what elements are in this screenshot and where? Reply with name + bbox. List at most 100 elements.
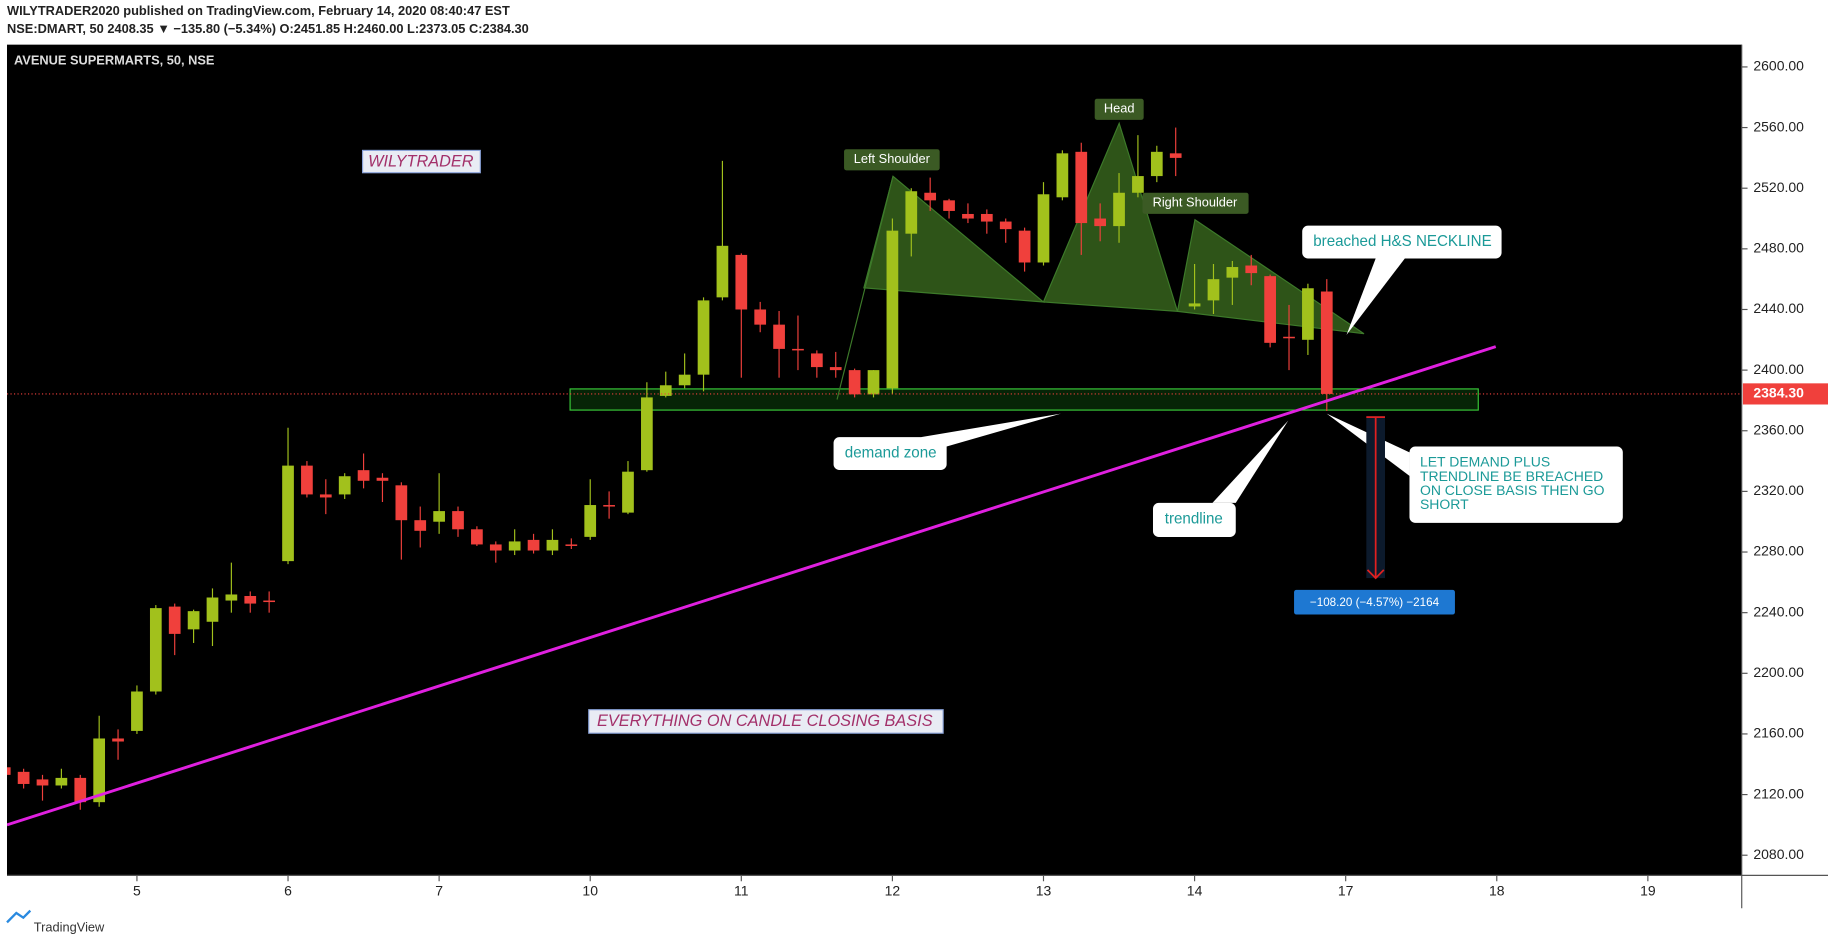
author-label: WILYTRADER (368, 152, 474, 170)
candle-body (1169, 153, 1182, 158)
trendline (6, 345, 1497, 827)
y-tick-label: 2480.00 (1753, 240, 1804, 256)
x-tick-label: 19 (1640, 882, 1656, 898)
candle-body (357, 470, 370, 481)
candle-body (659, 385, 672, 396)
candle-body (754, 309, 767, 325)
candle-body (943, 200, 955, 211)
callout-pointer (1346, 258, 1405, 335)
candle-body (74, 777, 87, 803)
y-tick-label: 2560.00 (1753, 118, 1804, 134)
x-tick-label: 18 (1489, 882, 1505, 898)
candle-body (1226, 267, 1239, 278)
brand-logo (6, 909, 32, 924)
candle-body (773, 324, 785, 349)
candle-body (131, 691, 143, 731)
label-box (1094, 98, 1144, 120)
candle-body (867, 370, 880, 395)
y-tick-label: 2160.00 (1753, 725, 1804, 741)
candle-body (792, 348, 804, 351)
candle-body (112, 738, 124, 742)
candle-body (1320, 291, 1333, 394)
label-box (588, 709, 944, 734)
candle-body (376, 477, 389, 481)
candle-body (527, 539, 540, 551)
candle-body (641, 397, 653, 471)
plan-line: ON CLOSE BASIS THEN GO (1420, 482, 1605, 498)
label-box (844, 149, 940, 171)
candle-body (546, 539, 559, 551)
candle-body (471, 529, 483, 545)
candle-body (6, 767, 11, 775)
candle-body (716, 245, 729, 298)
y-tick-label: 2400.00 (1753, 361, 1804, 377)
measure-box (1294, 589, 1455, 615)
callout (1409, 446, 1623, 523)
candle-body (149, 608, 162, 692)
candle-body (338, 476, 351, 495)
callout (1302, 225, 1502, 259)
y-tick-label: 2280.00 (1753, 543, 1804, 559)
annotations: AVENUE SUPERMARTS, 50, NSE WILYTRADER Le… (14, 52, 1623, 734)
callout (1152, 502, 1236, 537)
callout-pointer (920, 413, 1061, 447)
candle-body (301, 465, 313, 495)
candle-body (414, 520, 427, 531)
candle-body (395, 485, 408, 521)
candle-body (603, 505, 615, 507)
candle-body (263, 600, 275, 603)
candle-body (225, 594, 238, 601)
candle-body (55, 777, 68, 786)
candle-body (829, 367, 842, 371)
measure-arrow (1366, 569, 1385, 580)
candle-body (962, 213, 974, 219)
candle-body (433, 511, 445, 522)
x-tick-label: 13 (1036, 882, 1052, 898)
candle-body (244, 595, 257, 604)
candle-body (1056, 153, 1069, 198)
candle-body (319, 494, 332, 498)
candle-body (810, 353, 823, 368)
x-tick-label: 14 (1187, 882, 1203, 898)
candle-body (452, 511, 464, 530)
quote: NSE:DMART, 50 2408.35 ▼ −135.80 (−5.34%)… (7, 21, 529, 36)
y-tick-label: 2240.00 (1753, 603, 1804, 619)
trendline-label: trendline (1165, 510, 1223, 527)
candle-body (980, 213, 993, 222)
measure-label: −108.20 (−4.57%) −2164 (1310, 596, 1440, 609)
y-tick-label: 2600.00 (1753, 58, 1804, 74)
demand-label: demand zone (845, 445, 937, 462)
label-box (361, 149, 481, 174)
candle-body (489, 544, 502, 551)
y-tick-label: 2080.00 (1753, 846, 1804, 862)
candle-body (1264, 276, 1276, 343)
y-tick-label: 2520.00 (1753, 179, 1804, 195)
neckline-label: breached H&S NECKLINE (1313, 233, 1491, 250)
candle-body (36, 779, 49, 786)
chart-title: AVENUE SUPERMARTS, 50, NSE (14, 52, 215, 67)
y-tick-label: 2360.00 (1753, 421, 1804, 437)
brand: TradingView (34, 920, 105, 935)
candle-body (1132, 176, 1144, 193)
candle-body (735, 254, 748, 310)
candle-body (282, 465, 294, 562)
y-tick-label: 2200.00 (1753, 664, 1804, 680)
demand-zone (569, 388, 1479, 411)
candle-body (1150, 151, 1163, 177)
x-tick-label: 6 (284, 882, 292, 898)
callout-pointer (1212, 420, 1289, 503)
candle-body (168, 606, 181, 634)
candle-body (1207, 279, 1220, 301)
candle-body (584, 505, 597, 537)
candle-body (848, 370, 861, 395)
candle-body (206, 597, 219, 622)
candle-body (1302, 288, 1314, 340)
plot (6, 121, 1742, 827)
left-shoulder-label: Left Shoulder (854, 151, 931, 166)
candle-body (1245, 265, 1258, 274)
publisher: WILYTRADER2020 published on TradingView.… (7, 3, 510, 18)
candle-body (1113, 192, 1125, 227)
candle-body (1037, 194, 1050, 263)
